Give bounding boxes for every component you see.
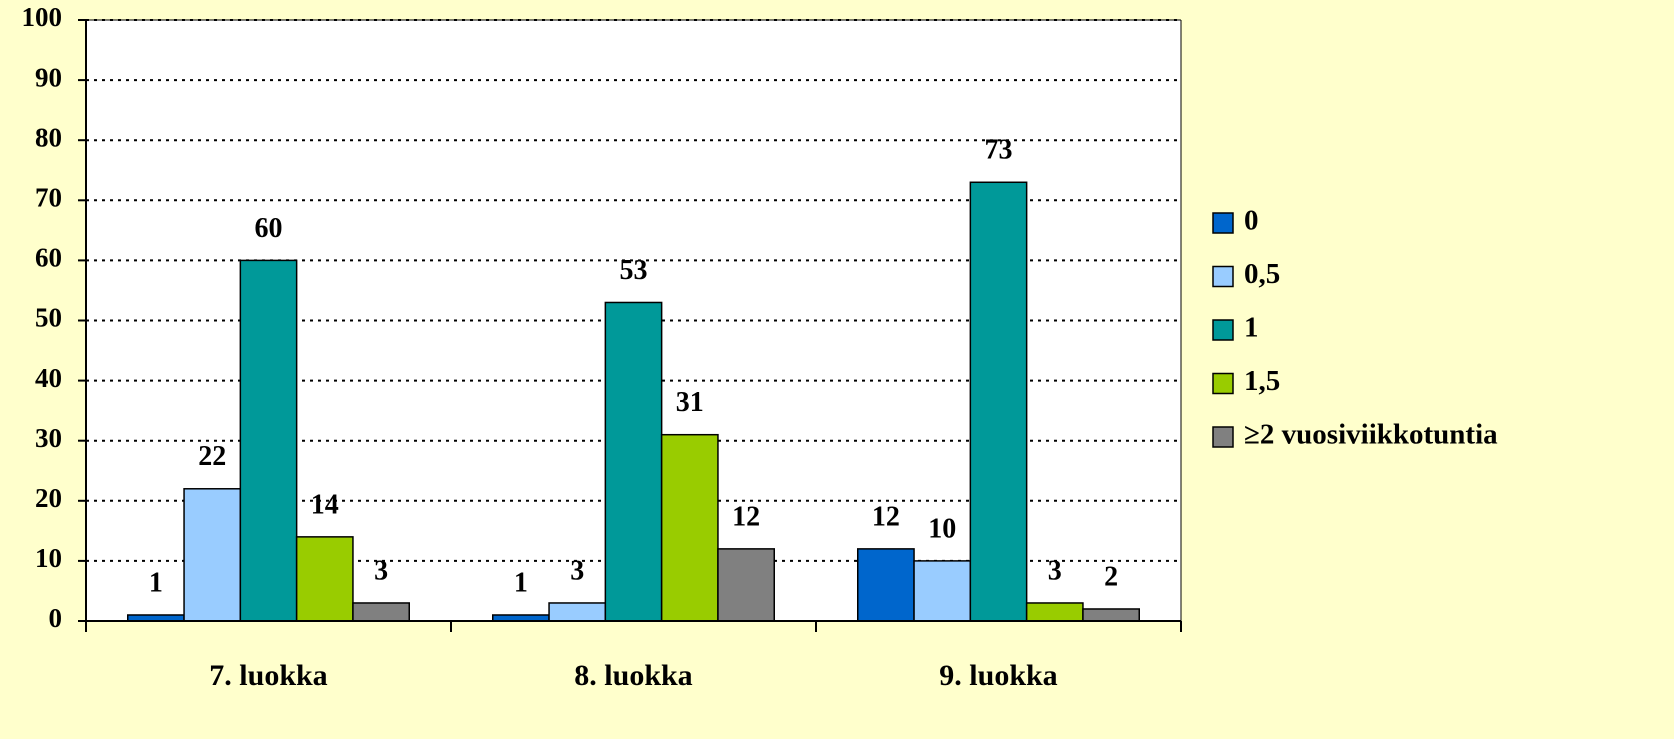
legend-swatch [1212, 265, 1234, 288]
y-tick-label: 30 [35, 423, 62, 453]
data-label: 3 [570, 555, 584, 586]
bar [717, 548, 776, 622]
bar [604, 301, 663, 622]
bar [295, 536, 354, 622]
bar [660, 433, 719, 622]
data-label: 2 [1104, 561, 1118, 592]
legend-label: 0 [1244, 205, 1259, 237]
data-label: 12 [732, 501, 760, 532]
y-tick-label: 0 [49, 603, 63, 633]
y-tick-label: 70 [35, 183, 62, 213]
bar [352, 602, 411, 622]
data-label: 1 [514, 567, 528, 598]
legend-label: 1,5 [1244, 365, 1280, 397]
data-label: 14 [311, 489, 339, 520]
y-tick-label: 100 [22, 2, 63, 32]
data-label: 1 [149, 567, 163, 598]
bar [1082, 608, 1140, 622]
y-tick-label: 90 [35, 62, 62, 92]
y-tick-label: 80 [35, 122, 62, 152]
data-label: 3 [1048, 555, 1062, 586]
x-tick-label: 8. luokka [574, 659, 692, 692]
data-label: 12 [872, 501, 900, 532]
bar [913, 560, 972, 622]
legend-label: ≥2 vuosiviikkotuntia [1244, 419, 1498, 451]
y-tick-label: 20 [35, 483, 62, 513]
data-label: 3 [374, 555, 388, 586]
legend-label: 1 [1244, 312, 1259, 344]
legend-label: 0,5 [1244, 258, 1280, 290]
y-tick-label: 10 [35, 543, 62, 573]
legend-swatch [1212, 319, 1234, 341]
legend-swatch [1212, 372, 1234, 395]
data-label: 10 [928, 513, 956, 544]
y-tick-label: 50 [35, 303, 62, 333]
x-tick-label: 9. luokka [939, 659, 1057, 692]
bar [548, 602, 607, 622]
data-label: 31 [676, 387, 704, 418]
y-tick-label: 40 [35, 363, 62, 393]
data-label: 60 [255, 213, 283, 244]
data-label: 73 [985, 135, 1013, 166]
legend-swatch [1212, 212, 1234, 234]
x-tick-label: 7. luokka [209, 659, 327, 692]
bar [183, 488, 242, 622]
legend-swatch [1212, 426, 1234, 448]
y-tick-label: 60 [35, 243, 62, 273]
data-label: 53 [620, 255, 648, 286]
bar [1025, 602, 1084, 622]
bar [969, 181, 1028, 622]
data-label: 22 [198, 441, 226, 472]
bar [239, 259, 298, 622]
bar [857, 548, 915, 622]
